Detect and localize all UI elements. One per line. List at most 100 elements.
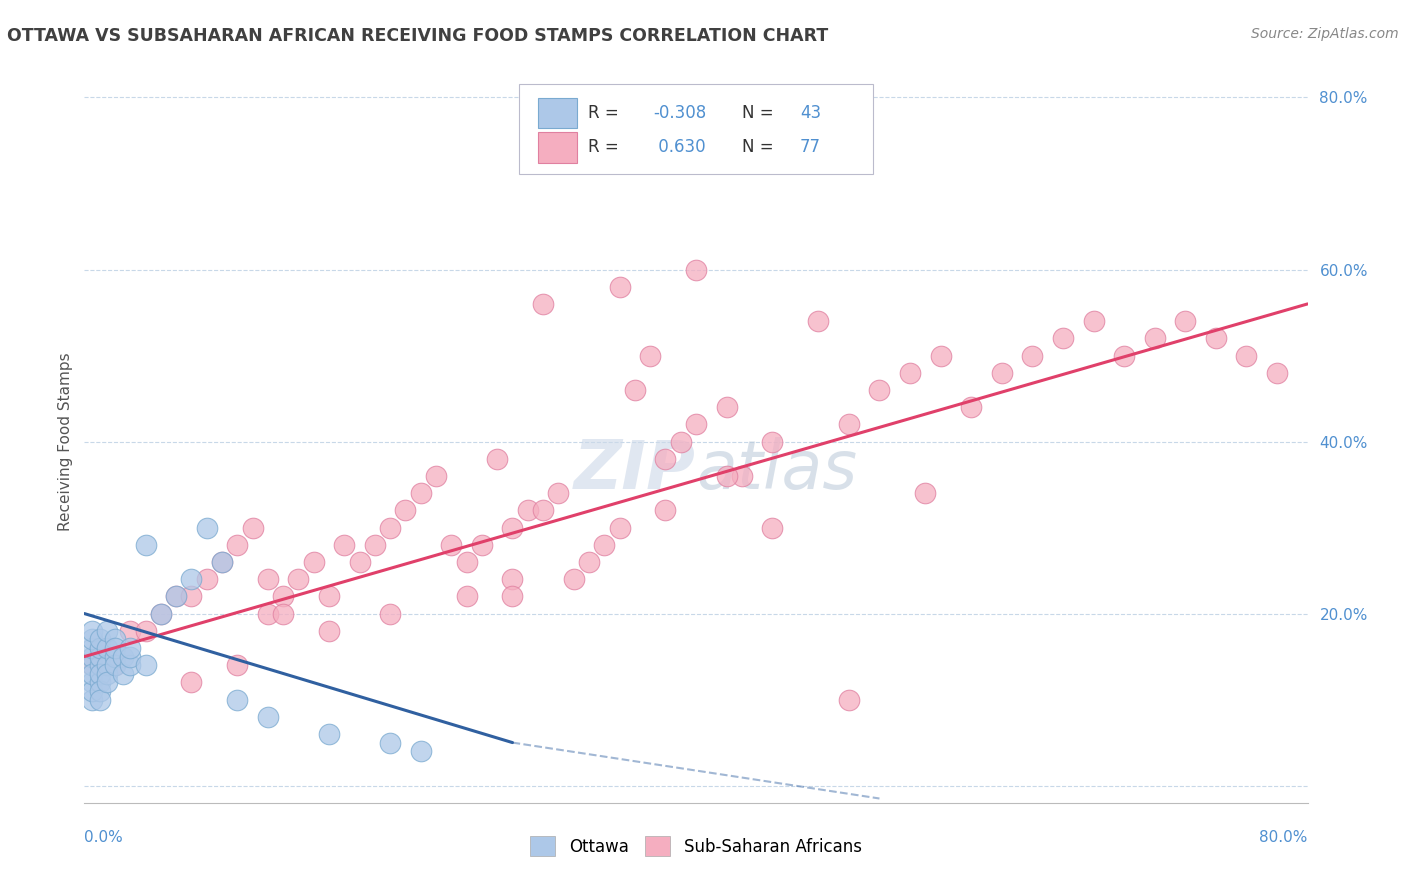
Point — [135, 538, 157, 552]
Point — [165, 590, 187, 604]
Point — [271, 590, 294, 604]
Point — [80, 640, 103, 655]
Point — [80, 649, 103, 664]
Point — [654, 503, 676, 517]
Point — [761, 434, 783, 449]
FancyBboxPatch shape — [519, 84, 873, 174]
Point — [1265, 366, 1288, 380]
Point — [562, 572, 585, 586]
Point — [287, 572, 309, 586]
Point — [257, 710, 280, 724]
Point — [180, 572, 202, 586]
Point — [1174, 314, 1197, 328]
Point — [80, 666, 103, 681]
Point — [80, 692, 103, 706]
Text: ZIP: ZIP — [574, 437, 696, 503]
Point — [211, 555, 233, 569]
Point — [716, 469, 738, 483]
Point — [226, 658, 249, 673]
Text: 80.0%: 80.0% — [1260, 830, 1308, 845]
Point — [838, 692, 860, 706]
Point — [394, 503, 416, 517]
Point — [211, 555, 233, 569]
Point — [960, 400, 983, 414]
Point — [135, 658, 157, 673]
Point — [1205, 331, 1227, 345]
Point — [96, 658, 118, 673]
Point — [531, 297, 554, 311]
Point — [609, 279, 631, 293]
Point — [502, 572, 524, 586]
Point — [104, 658, 127, 673]
Point — [111, 666, 134, 681]
Point — [1083, 314, 1105, 328]
Point — [654, 451, 676, 466]
Text: R =: R = — [588, 103, 624, 122]
Point — [180, 590, 202, 604]
Point — [731, 469, 754, 483]
Point — [1236, 349, 1258, 363]
Point — [80, 658, 103, 673]
Text: atlas: atlas — [696, 437, 858, 503]
Point — [89, 692, 111, 706]
Point — [226, 538, 249, 552]
Point — [226, 692, 249, 706]
Point — [80, 684, 103, 698]
Point — [80, 675, 103, 690]
Point — [120, 649, 142, 664]
Text: 0.630: 0.630 — [654, 137, 706, 156]
Text: -0.308: -0.308 — [654, 103, 706, 122]
Point — [486, 451, 509, 466]
Point — [349, 555, 371, 569]
Point — [638, 349, 661, 363]
Point — [104, 640, 127, 655]
Point — [120, 624, 142, 638]
Point — [440, 538, 463, 552]
Point — [914, 486, 936, 500]
Point — [1021, 349, 1043, 363]
Point — [1052, 331, 1074, 345]
Point — [80, 624, 103, 638]
Point — [471, 538, 494, 552]
Point — [929, 349, 952, 363]
Point — [409, 744, 432, 758]
Point — [380, 520, 402, 534]
Point — [685, 262, 707, 277]
Point — [89, 658, 111, 673]
Point — [180, 675, 202, 690]
Text: 0.0%: 0.0% — [84, 830, 124, 845]
Point — [578, 555, 600, 569]
Point — [120, 658, 142, 673]
Point — [96, 640, 118, 655]
Point — [89, 649, 111, 664]
Point — [96, 675, 118, 690]
Point — [104, 632, 127, 647]
Point — [104, 649, 127, 664]
FancyBboxPatch shape — [538, 97, 578, 128]
Point — [257, 607, 280, 621]
Point — [302, 555, 325, 569]
Point — [624, 383, 647, 397]
Point — [547, 486, 569, 500]
Point — [609, 520, 631, 534]
Point — [89, 684, 111, 698]
Point — [1143, 331, 1166, 345]
Point — [1114, 349, 1136, 363]
Point — [120, 640, 142, 655]
Point — [838, 417, 860, 432]
Point — [80, 632, 103, 647]
Point — [593, 538, 616, 552]
Point — [425, 469, 447, 483]
Text: 77: 77 — [800, 137, 821, 156]
Point — [898, 366, 921, 380]
Point — [380, 607, 402, 621]
Text: Source: ZipAtlas.com: Source: ZipAtlas.com — [1251, 27, 1399, 41]
Text: N =: N = — [742, 137, 779, 156]
Point — [318, 590, 340, 604]
Text: R =: R = — [588, 137, 624, 156]
Point — [502, 520, 524, 534]
Point — [195, 572, 218, 586]
Point — [104, 658, 127, 673]
Point — [409, 486, 432, 500]
Point — [531, 503, 554, 517]
